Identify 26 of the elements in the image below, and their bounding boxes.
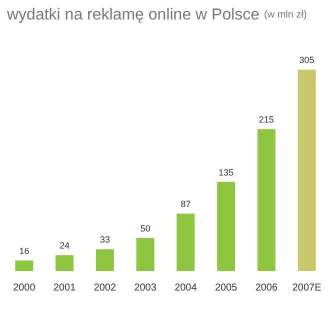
data-label: 135 (218, 167, 234, 178)
bar (217, 182, 236, 271)
bar (15, 260, 34, 271)
data-label: 305 (299, 55, 314, 66)
x-tick-label: 2002 (94, 282, 116, 294)
bar (96, 249, 114, 271)
data-label: 215 (258, 114, 274, 125)
x-tick-label: 2005 (214, 282, 238, 294)
bar (257, 129, 276, 271)
x-tick-label: 2000 (13, 282, 36, 294)
data-label: 33 (100, 234, 110, 245)
x-tick-label: 2004 (174, 282, 198, 294)
data-label: 16 (19, 246, 30, 256)
x-tick-label: 2006 (255, 282, 278, 294)
data-label: 87 (180, 199, 191, 210)
bar (298, 70, 316, 271)
x-tick-label: 2003 (134, 282, 157, 294)
x-tick-label: 2001 (53, 282, 76, 294)
chart-title: wydatki na reklamę online w Polsce (6, 6, 264, 24)
chart-subtitle: (w mln zł) (264, 10, 307, 20)
bar (136, 238, 154, 271)
data-label: 24 (60, 240, 70, 251)
bar (56, 255, 74, 271)
data-label: 50 (140, 224, 150, 234)
bar (176, 214, 195, 271)
x-tick-label: 2007E (292, 282, 322, 294)
